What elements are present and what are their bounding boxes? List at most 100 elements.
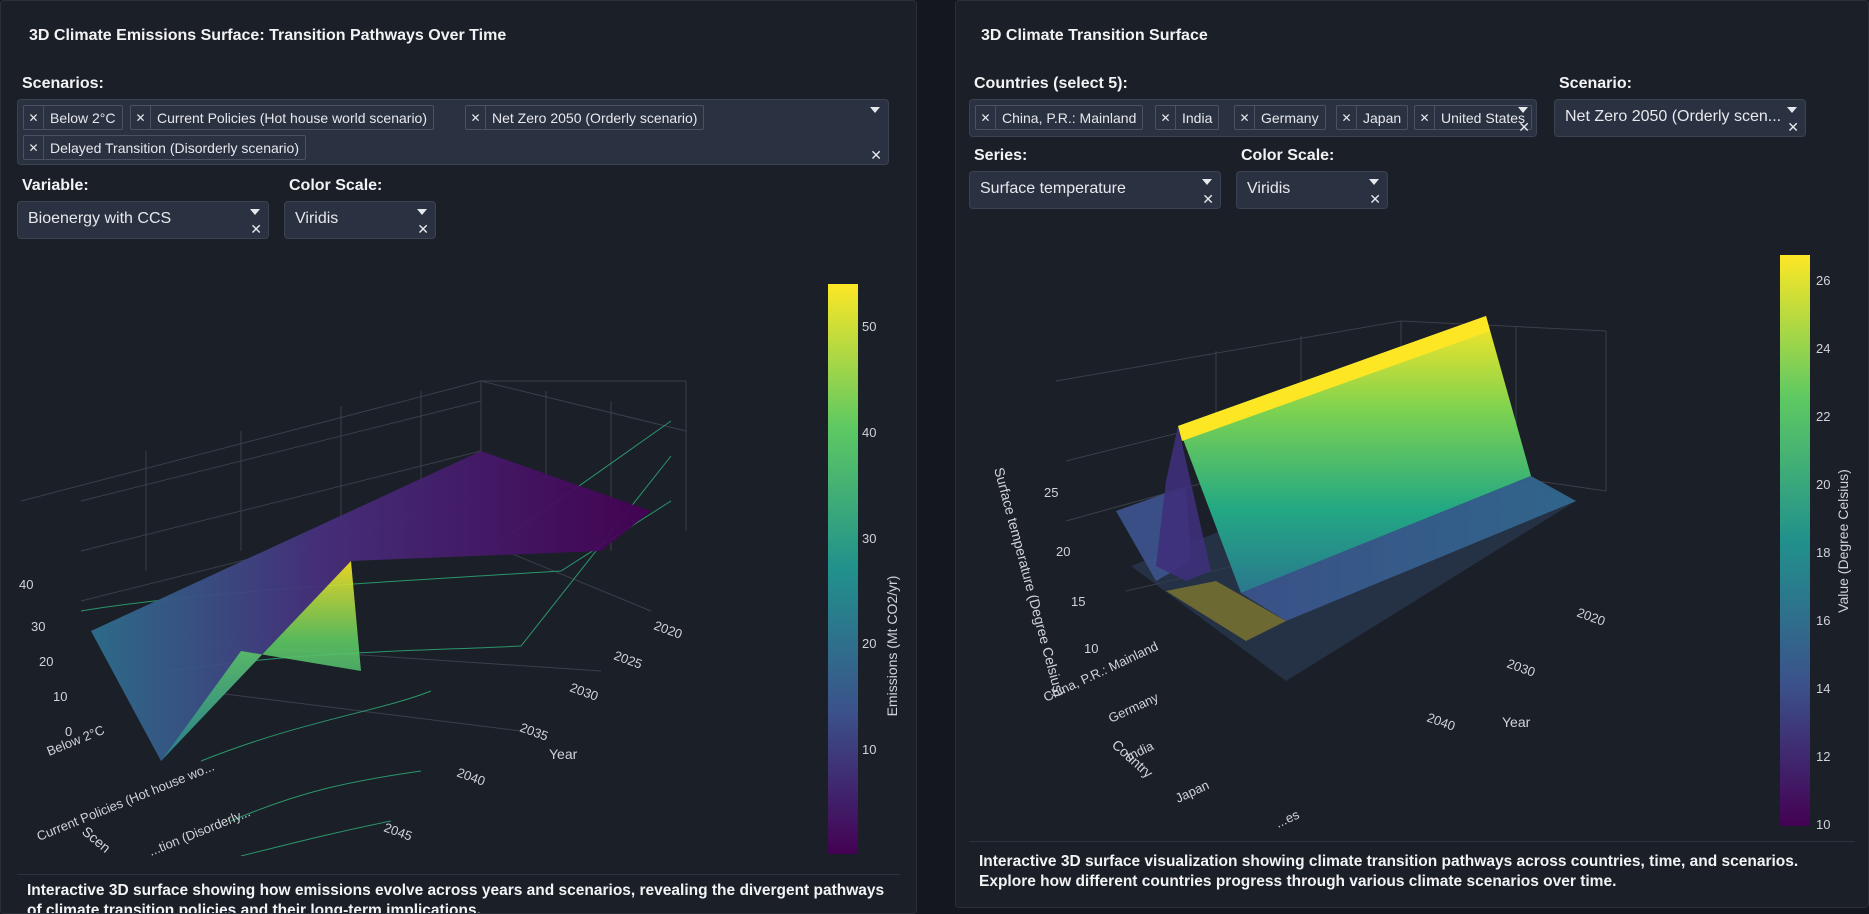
- colorbar-tick: 30: [862, 531, 876, 546]
- remove-chip-icon[interactable]: ✕: [1156, 106, 1176, 129]
- scenarios-multiselect[interactable]: ✕ Below 2°C ✕ Current Policies (Hot house …: [17, 99, 889, 165]
- colorbar-tick: 20: [862, 636, 876, 651]
- chevron-down-icon[interactable]: [1518, 107, 1528, 113]
- x-axis-title: Year: [1502, 714, 1531, 730]
- series-select[interactable]: Surface temperature ✕: [969, 171, 1221, 209]
- colorbar-tick: 40: [862, 425, 876, 440]
- colorscale-label: Color Scale:: [1241, 147, 1335, 164]
- surface-ridge: [1178, 316, 1490, 441]
- emissions-3d-surface-chart[interactable]: 40 30 20 10 0 2020 2025 2030 2035 2040 2…: [1, 251, 917, 856]
- colorbar-title: Value (Degree Celsius): [1835, 469, 1851, 613]
- clear-icon[interactable]: ✕: [1787, 119, 1799, 135]
- chevron-down-icon[interactable]: [1787, 107, 1797, 113]
- remove-chip-icon[interactable]: ✕: [466, 106, 486, 129]
- remove-chip-icon[interactable]: ✕: [24, 136, 44, 159]
- clear-icon[interactable]: ✕: [1202, 191, 1214, 207]
- remove-chip-icon[interactable]: ✕: [1415, 106, 1435, 129]
- remove-chip-icon[interactable]: ✕: [131, 106, 151, 129]
- countries-label: Countries (select 5):: [974, 75, 1128, 92]
- scenario-chip[interactable]: ✕ Current Policies (Hot house world scena…: [130, 105, 434, 130]
- emissions-panel: 3D Climate Emissions Surface: Transition…: [0, 0, 917, 914]
- scenario-value: Net Zero 2050 (Orderly scen...: [1565, 108, 1782, 125]
- remove-chip-icon[interactable]: ✕: [1337, 106, 1357, 129]
- chevron-down-icon[interactable]: [1369, 179, 1379, 185]
- country-chip[interactable]: ✕ Japan: [1336, 105, 1409, 130]
- x-tick: 2020: [652, 618, 684, 642]
- z-tick: 40: [19, 577, 33, 592]
- colorbar-tick: 26: [1816, 273, 1830, 288]
- z-tick: 30: [31, 619, 45, 634]
- y-axis-title: Scen: [79, 823, 114, 856]
- remove-chip-icon[interactable]: ✕: [1235, 106, 1255, 129]
- series-label: Series:: [974, 147, 1028, 164]
- colorscale-select[interactable]: Viridis ✕: [1236, 171, 1388, 209]
- chevron-down-icon[interactable]: [870, 107, 880, 113]
- y-tick: Germany: [1106, 689, 1161, 725]
- scenario-chip[interactable]: ✕ Net Zero 2050 (Orderly scenario): [465, 105, 705, 130]
- z-tick: 10: [53, 689, 67, 704]
- chevron-down-icon[interactable]: [1202, 179, 1212, 185]
- x-tick: 2040: [1425, 710, 1457, 734]
- z-tick: 0: [65, 724, 72, 739]
- surface-right: [1241, 476, 1576, 621]
- emissions-surface-peak: [161, 561, 361, 761]
- z-axis-title: Surface temperature (Degree Celsius): [991, 466, 1068, 699]
- chevron-down-icon[interactable]: [250, 209, 260, 215]
- colorbar-tick: 14: [1816, 681, 1830, 696]
- z-tick: 20: [1056, 544, 1070, 559]
- colorbar-tick: 22: [1816, 409, 1830, 424]
- colorbar-tick: 16: [1816, 613, 1830, 628]
- surface-wall: [1178, 316, 1531, 593]
- country-chip[interactable]: ✕ United States: [1414, 105, 1533, 130]
- chart-description: Interactive 3D surface showing how emiss…: [27, 882, 885, 914]
- scenario-chip[interactable]: ✕ Below 2°C: [23, 105, 123, 130]
- variable-label: Variable:: [22, 177, 89, 194]
- y-tick: Japan: [1173, 777, 1211, 806]
- colorbar-tick: 24: [1816, 341, 1830, 356]
- x-axis-title: Year: [549, 746, 578, 762]
- x-tick: 2035: [518, 720, 550, 744]
- chevron-down-icon[interactable]: [417, 209, 427, 215]
- variable-select[interactable]: Bioenergy with CCS ✕: [17, 201, 269, 239]
- scenario-select[interactable]: Net Zero 2050 (Orderly scen... ✕: [1554, 99, 1806, 137]
- clear-icon[interactable]: ✕: [417, 221, 429, 237]
- panel-title: 3D Climate Emissions Surface: Transition…: [29, 27, 507, 44]
- clear-icon[interactable]: ✕: [1369, 191, 1381, 207]
- colorscale-value: Viridis: [295, 210, 339, 227]
- colorbar-tick: 20: [1816, 477, 1830, 492]
- remove-chip-icon[interactable]: ✕: [24, 106, 44, 129]
- colorbar-tick: 10: [862, 742, 876, 757]
- surface-floor-highlight: [1166, 581, 1286, 641]
- x-tick: 2030: [568, 680, 600, 704]
- clear-icon[interactable]: ✕: [1518, 119, 1530, 135]
- transition-panel: 3D Climate Transition Surface Countries …: [955, 0, 1869, 908]
- variable-value: Bioenergy with CCS: [28, 210, 172, 227]
- scenarios-label: Scenarios:: [22, 75, 104, 92]
- x-tick: 2045: [382, 820, 414, 844]
- country-chip[interactable]: ✕ India: [1155, 105, 1220, 130]
- y-tick: ...tion (Disorderly...: [147, 804, 253, 856]
- colorscale-select[interactable]: Viridis ✕: [284, 201, 436, 239]
- x-tick: 2030: [1505, 656, 1537, 680]
- surface-wall-side: [1156, 426, 1211, 581]
- transition-3d-surface-chart[interactable]: 25 20 15 10 Surface temperature (Degree …: [956, 221, 1869, 836]
- y-tick: ...es: [1273, 807, 1302, 831]
- colorbar-tick: 10: [1816, 817, 1830, 832]
- z-tick: 25: [1044, 485, 1058, 500]
- chart-description: Interactive 3D surface visualization sho…: [979, 853, 1799, 890]
- colorbar: [828, 284, 858, 854]
- country-chip[interactable]: ✕ Germany: [1234, 105, 1326, 130]
- z-tick: 15: [1071, 594, 1085, 609]
- remove-chip-icon[interactable]: ✕: [976, 106, 996, 129]
- scenario-chip[interactable]: ✕ Delayed Transition (Disorderly scenario…: [23, 135, 306, 160]
- colorbar: [1780, 255, 1810, 826]
- scenario-label: Scenario:: [1559, 75, 1632, 92]
- panel-title: 3D Climate Transition Surface: [981, 27, 1208, 44]
- country-chip[interactable]: ✕ China, P.R.: Mainland: [975, 105, 1144, 130]
- clear-icon[interactable]: ✕: [250, 221, 262, 237]
- countries-multiselect[interactable]: ✕ China, P.R.: Mainland ✕ India ✕ Germany ✕…: [969, 99, 1537, 137]
- y-tick: Below 2°C: [45, 722, 107, 759]
- divider: [969, 841, 1855, 842]
- z-tick: 10: [1084, 641, 1098, 656]
- clear-icon[interactable]: ✕: [870, 147, 882, 163]
